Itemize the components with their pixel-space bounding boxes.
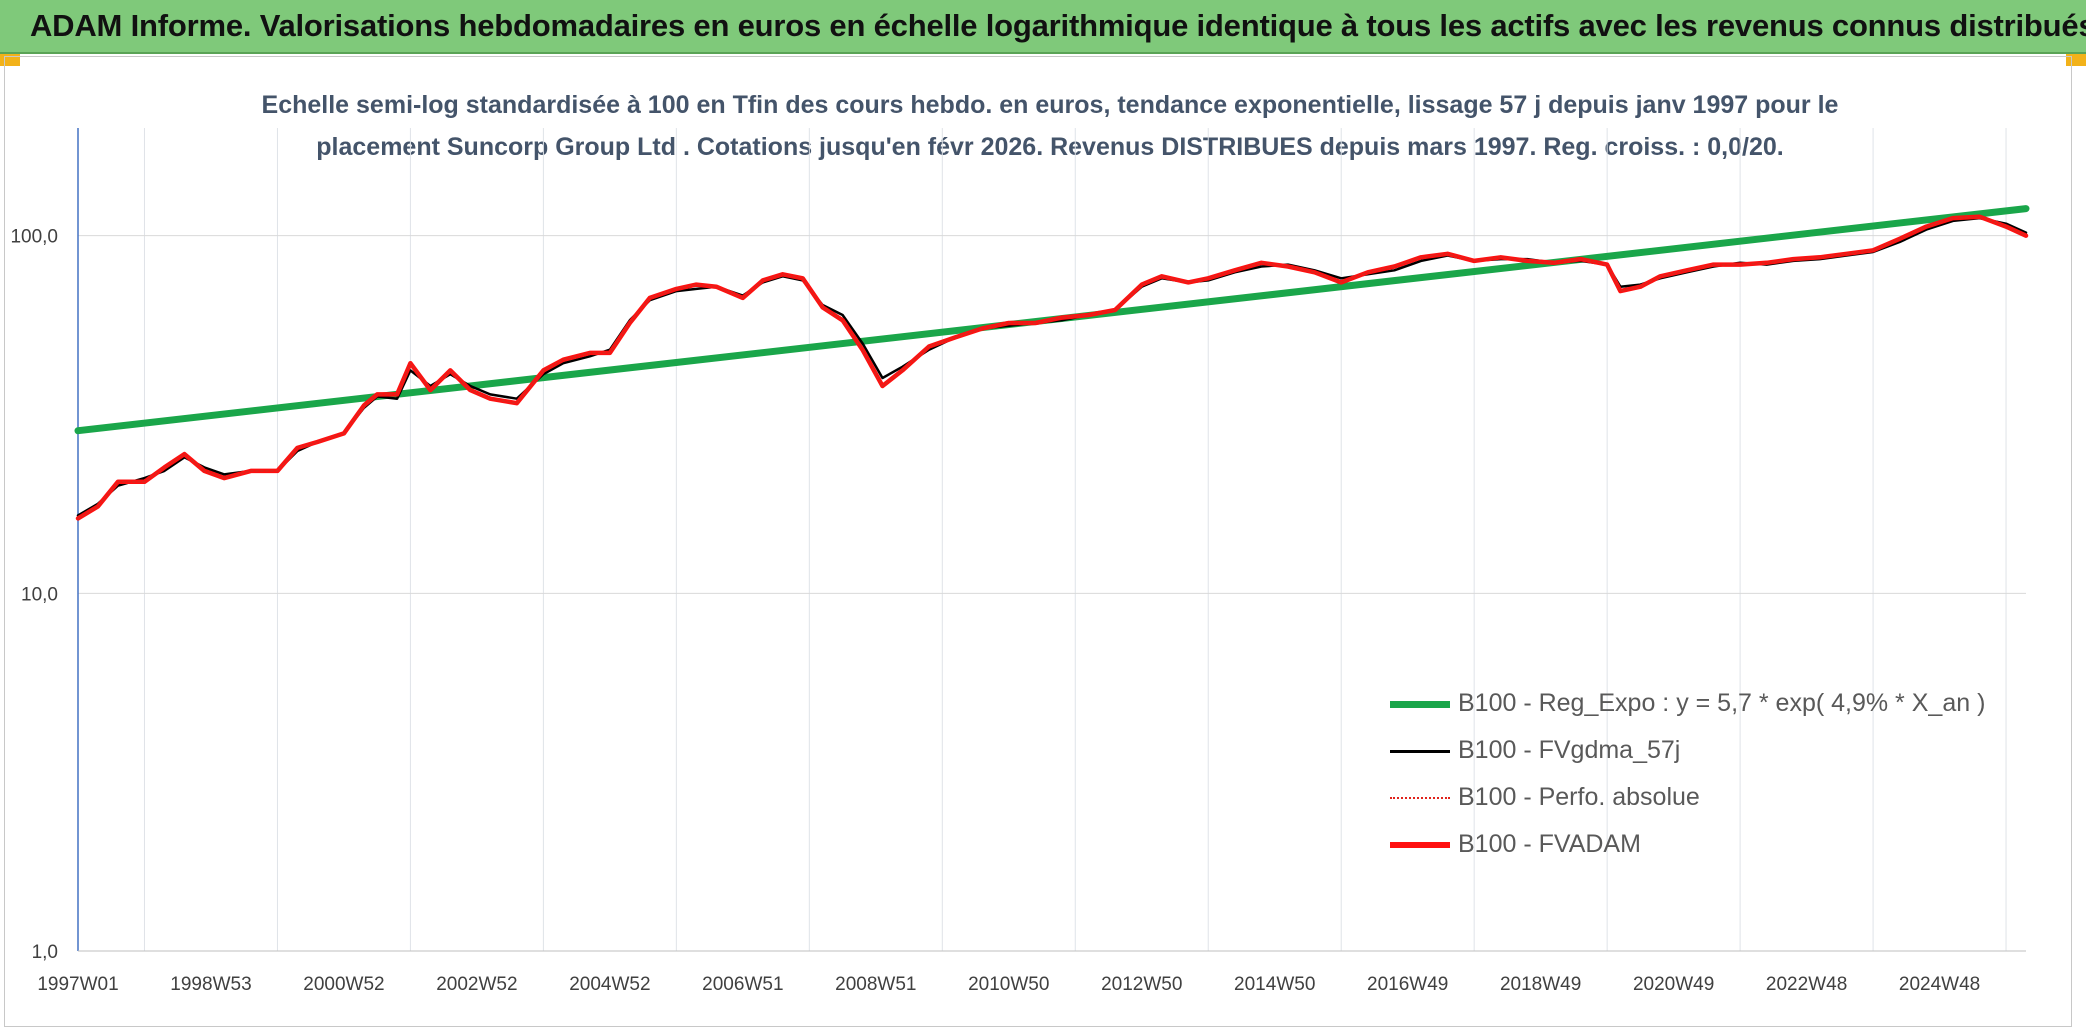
series-line-2 — [77, 215, 2027, 520]
x-tick-label: 2004W52 — [569, 974, 650, 995]
chart-subtitle: Echelle semi-log standardisée à 100 en T… — [260, 84, 1840, 168]
chart-frame — [4, 56, 2072, 1027]
x-tick-label: 2002W52 — [436, 974, 517, 995]
x-tick-label: 2024W48 — [1899, 974, 1980, 995]
legend-swatch-perfo-absolue — [1390, 788, 1450, 808]
series-line-3 — [75, 214, 2029, 521]
x-tick-label: 2016W49 — [1367, 974, 1448, 995]
legend-item-reg-expo: B100 - Reg_Expo : y = 5,7 * exp( 4,9% * … — [1390, 680, 1985, 727]
corner-marker-left — [0, 54, 20, 66]
legend-label-fvgdma: B100 - FVgdma_57j — [1458, 736, 1681, 764]
legend-label-perfo-absolue: B100 - Perfo. absolue — [1458, 783, 1700, 811]
legend-item-fvadam: B100 - FVADAM — [1390, 821, 1985, 868]
x-tick-label: 2000W52 — [303, 974, 384, 995]
x-tick-label: 2012W50 — [1101, 974, 1182, 995]
x-tick-label: 1998W53 — [170, 974, 251, 995]
x-tick-label: 2018W49 — [1500, 974, 1581, 995]
legend-swatch-fvgdma — [1390, 741, 1450, 761]
legend-item-fvgdma: B100 - FVgdma_57j — [1390, 727, 1985, 774]
x-tick-label: 2020W49 — [1633, 974, 1714, 995]
legend-item-perfo-absolue: B100 - Perfo. absolue — [1390, 774, 1985, 821]
chart-subtitle-line-2: placement Suncorp Group Ltd . Cotations … — [316, 133, 1784, 161]
y-tick-label: 10,0 — [21, 584, 58, 605]
x-tick-label: 2014W50 — [1234, 974, 1315, 995]
legend-label-reg-expo: B100 - Reg_Expo : y = 5,7 * exp( 4,9% * … — [1458, 689, 1986, 717]
y-tick-label: 1,0 — [32, 942, 58, 963]
x-tick-label: 2006W51 — [702, 974, 783, 995]
y-tick-label: 100,0 — [10, 227, 58, 248]
legend-swatch-reg-expo — [1390, 694, 1450, 714]
x-tick-label: 2008W51 — [835, 974, 916, 995]
title-banner: ADAM Informe. Valorisations hebdomadaire… — [0, 0, 2086, 54]
x-tick-label: 2010W50 — [968, 974, 1049, 995]
chart-subtitle-line-1: Echelle semi-log standardisée à 100 en T… — [261, 91, 1839, 119]
legend-swatch-fvadam — [1390, 835, 1450, 855]
legend-label-fvadam: B100 - FVADAM — [1458, 830, 1641, 858]
x-tick-label: 2022W48 — [1766, 974, 1847, 995]
x-tick-label: 1997W01 — [37, 974, 118, 995]
banner-title: ADAM Informe. Valorisations hebdomadaire… — [30, 8, 2086, 43]
chart-legend: B100 - Reg_Expo : y = 5,7 * exp( 4,9% * … — [1390, 680, 1985, 868]
